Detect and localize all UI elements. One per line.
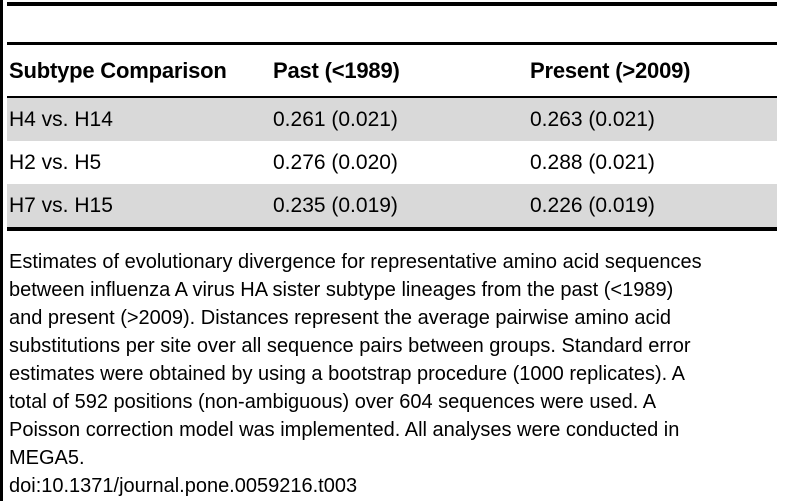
- caption-line: Poisson correction model was implemented…: [9, 419, 680, 441]
- caption-line: estimates were obtained by using a boots…: [9, 363, 685, 385]
- cell-past: 0.276 (0.020): [273, 150, 398, 174]
- cell-comparison: H7 vs. H15: [9, 193, 113, 217]
- column-header-past: Past (<1989): [273, 57, 400, 83]
- table-header-top-rule: [7, 42, 777, 45]
- caption-line: between influenza A virus HA sister subt…: [9, 279, 674, 301]
- cell-past: 0.261 (0.021): [273, 107, 398, 131]
- table-title-gap: [7, 6, 777, 42]
- divergence-table: Subtype Comparison Past (<1989) Present …: [7, 2, 777, 500]
- caption-line: Estimates of evolutionary divergence for…: [9, 251, 702, 273]
- caption-line: MEGA5.: [9, 447, 85, 469]
- column-header-subtype-comparison: Subtype Comparison: [9, 57, 227, 83]
- table-row: H2 vs. H5 0.276 (0.020) 0.288 (0.021): [7, 141, 777, 184]
- table-top-rule: [7, 2, 777, 6]
- table-header-bottom-rule: [7, 96, 777, 98]
- doi-line: doi:10.1371/journal.pone.0059216.t003: [9, 475, 358, 497]
- cell-comparison: H2 vs. H5: [9, 150, 102, 174]
- table-caption: Estimates of evolutionary divergence for…: [7, 248, 777, 500]
- cell-present: 0.263 (0.021): [530, 107, 655, 131]
- table-bottom-rule: [7, 227, 777, 231]
- column-header-present: Present (>2009): [530, 57, 691, 83]
- cell-present: 0.226 (0.019): [530, 193, 655, 217]
- cell-comparison: H4 vs. H14: [9, 107, 113, 131]
- caption-line: total of 592 positions (non-ambiguous) o…: [9, 391, 657, 413]
- table-header-row: Subtype Comparison Past (<1989) Present …: [7, 45, 777, 96]
- cell-present: 0.288 (0.021): [530, 150, 655, 174]
- table-row: H7 vs. H15 0.235 (0.019) 0.226 (0.019): [7, 184, 777, 227]
- caption-line: substitutions per site over all sequence…: [9, 335, 691, 357]
- cell-past: 0.235 (0.019): [273, 193, 398, 217]
- caption-line: and present (>2009). Distances represent…: [9, 307, 672, 329]
- table-row: H4 vs. H14 0.261 (0.021) 0.263 (0.021): [7, 98, 777, 141]
- page-left-border: [0, 0, 3, 501]
